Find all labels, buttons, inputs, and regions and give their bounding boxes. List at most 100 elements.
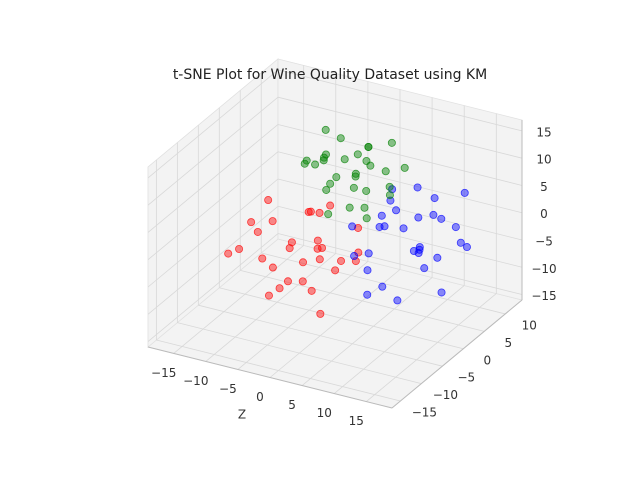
x-tick-label: 0 (256, 390, 264, 404)
point (348, 222, 357, 231)
point (300, 159, 309, 168)
point (349, 183, 358, 192)
point (268, 217, 277, 226)
grid-line (240, 269, 485, 332)
point (247, 218, 256, 227)
point (414, 213, 423, 222)
point (378, 282, 387, 291)
point (413, 183, 422, 192)
grid-line (173, 245, 304, 354)
grid-line (277, 96, 523, 159)
point (364, 142, 373, 151)
point (313, 236, 322, 245)
point (326, 179, 335, 188)
z-tick-label: −5 (535, 235, 553, 249)
grid-line (277, 69, 523, 132)
point (354, 223, 363, 232)
point (429, 210, 438, 219)
point (285, 244, 294, 253)
z-tick-label: 0 (540, 207, 548, 221)
point (345, 203, 354, 212)
point (451, 223, 460, 232)
y-tick-label: −10 (433, 388, 458, 402)
x-tick-label: −15 (151, 366, 176, 380)
point (430, 194, 439, 203)
points (224, 125, 471, 318)
point (437, 288, 446, 297)
grid-line (333, 285, 465, 394)
grid-line (147, 96, 279, 206)
z-tick-label: 5 (540, 180, 548, 194)
x-axis (147, 346, 393, 409)
y-tick-label: −15 (412, 406, 437, 420)
grid-line (277, 124, 523, 186)
grid (147, 65, 523, 409)
grid-line (147, 178, 279, 288)
point (362, 186, 371, 195)
point (304, 208, 313, 217)
point (318, 244, 327, 253)
grid-line (147, 69, 279, 179)
x-tick-label: 5 (288, 398, 296, 412)
point (362, 214, 371, 223)
point (377, 211, 386, 220)
grid-line (237, 261, 369, 370)
point (340, 155, 349, 164)
point (399, 224, 408, 233)
point (360, 203, 369, 212)
point (311, 160, 320, 169)
point (351, 172, 360, 181)
point (415, 243, 424, 252)
point (385, 191, 394, 200)
grid-line (147, 151, 279, 261)
point (253, 227, 262, 236)
grid-line (147, 124, 279, 233)
point (385, 182, 394, 191)
point (324, 210, 333, 219)
point (319, 156, 328, 165)
point (381, 167, 390, 176)
point (315, 255, 324, 264)
point (315, 208, 324, 217)
x-tick-label: 10 (317, 406, 332, 420)
y-tick-label: 0 (483, 353, 491, 367)
point (462, 243, 471, 252)
grid-line (366, 293, 497, 402)
point (351, 169, 360, 178)
point (283, 277, 292, 286)
point (387, 138, 396, 147)
point (307, 286, 316, 295)
point (363, 290, 372, 299)
point (326, 201, 335, 210)
point (264, 291, 273, 300)
y-tick-label: 5 (504, 336, 512, 350)
grid-line (147, 233, 279, 342)
point (321, 150, 330, 159)
point (264, 196, 273, 205)
point (235, 245, 244, 254)
z-tick-label: 10 (536, 153, 551, 167)
grid-line (277, 178, 523, 241)
grid-line (156, 339, 401, 402)
x-tick-label: −5 (219, 382, 237, 396)
z-tick-label: −15 (531, 289, 556, 303)
point (337, 256, 346, 265)
point (363, 266, 372, 275)
y-tick-label: 10 (522, 318, 537, 332)
point (380, 222, 389, 231)
point (414, 249, 423, 258)
x-tick-label: 15 (349, 414, 364, 428)
point (420, 264, 429, 273)
y-tick-label: −5 (457, 371, 475, 385)
point (258, 254, 267, 263)
y-axis (391, 299, 523, 409)
grid-line (177, 322, 422, 385)
point (298, 277, 307, 286)
point (322, 185, 331, 194)
point (287, 238, 296, 247)
point (268, 263, 277, 272)
point (336, 134, 345, 143)
point (362, 157, 371, 166)
point (275, 284, 284, 293)
